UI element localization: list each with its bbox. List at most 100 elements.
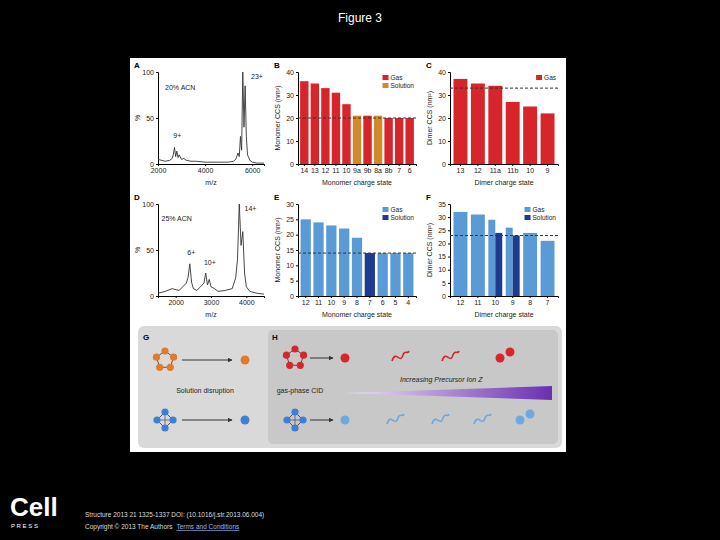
bar: [300, 81, 308, 164]
bar: [384, 118, 392, 164]
panel-letter: C: [426, 61, 432, 70]
tick: 50: [146, 115, 158, 122]
diagram-text: Increasing Precursor Ion Z: [400, 376, 483, 384]
axis-line: [448, 73, 451, 165]
tick-label: 12: [302, 299, 310, 306]
tick-label: 0: [442, 293, 446, 300]
tick-mark: [530, 296, 531, 298]
tick-label: 11: [315, 299, 322, 306]
subunit: [297, 362, 304, 369]
tick-mark: [296, 235, 298, 236]
tick-mark: [176, 296, 177, 298]
reference-line: [298, 253, 416, 254]
legend-label: Gas: [533, 206, 546, 213]
subunit: [241, 416, 250, 425]
x-axis: 131211a11b109: [451, 164, 559, 174]
tick-mark: [512, 296, 513, 298]
tick: 25: [438, 227, 450, 234]
tick: 8a: [374, 164, 382, 174]
tick-mark: [335, 164, 336, 166]
reference-line: [450, 88, 558, 89]
tick-mark: [448, 230, 450, 231]
tick-label: 25: [438, 227, 446, 234]
unfolded-chain: [392, 351, 409, 361]
tick-label: 0: [150, 293, 154, 300]
tick-label: 30: [286, 92, 294, 99]
tick: 11: [315, 296, 322, 306]
tick-label: 20: [286, 115, 294, 122]
tick-mark: [495, 296, 496, 298]
axis-line: [299, 165, 417, 167]
tick-mark: [156, 118, 158, 119]
bar: [321, 88, 329, 164]
legend-label: Solution: [533, 214, 557, 221]
tick: 0: [442, 293, 450, 300]
tick-label: 10: [286, 138, 294, 145]
subunit: [516, 416, 525, 425]
legend-label: Gas: [391, 74, 404, 81]
tick-mark: [448, 95, 450, 96]
legend-label: Solution: [391, 82, 415, 89]
tick: 30: [438, 92, 450, 99]
bar: [495, 233, 502, 296]
panel: F12111098705101520253035GasSolutionDimer…: [426, 193, 559, 319]
tick-mark: [448, 257, 450, 258]
annotation: 25% ACN: [162, 215, 192, 222]
tick-mark: [448, 283, 450, 284]
tick: 30: [286, 201, 298, 208]
panel: D20003000400005010025% ACN14+6+10+m/z%: [134, 193, 265, 318]
subunit: [341, 354, 350, 363]
panel: B14131211109a9b8a8b76010203040GasSolutio…: [274, 61, 417, 187]
annotation: 10+: [204, 259, 216, 266]
x-axis-title: Dimer charge state: [474, 179, 533, 187]
tick-mark: [156, 72, 158, 73]
complex-icon: [283, 408, 306, 431]
legend-swatch: [383, 75, 389, 80]
tick-label: 40: [438, 69, 446, 76]
subunit: [496, 354, 505, 363]
tick: 12: [321, 164, 329, 174]
tick-label: 13: [457, 167, 465, 174]
subunit: [161, 347, 168, 354]
tick-label: 0: [290, 293, 294, 300]
tick-label: 6: [381, 299, 385, 306]
tick-mark: [547, 164, 548, 166]
tick-label: 13: [311, 167, 319, 174]
tick-label: 4000: [239, 299, 255, 306]
terms-link[interactable]: Terms and Conditions: [176, 523, 240, 530]
marks: [450, 79, 558, 164]
tick-mark: [211, 296, 212, 298]
tick-mark: [314, 164, 315, 166]
x-axis-title: Dimer charge state: [474, 311, 533, 319]
unfolded-chain: [387, 414, 404, 424]
tick: 50: [146, 247, 158, 254]
bar: [488, 86, 502, 164]
tick-label: 11b: [507, 167, 518, 174]
axis-line: [159, 165, 265, 167]
tick-label: 8: [355, 299, 359, 306]
tick-label: 8a: [374, 167, 382, 174]
tick: 9a: [353, 164, 361, 174]
y-axis: 050100: [142, 69, 158, 168]
tick: 40: [286, 69, 298, 76]
tick-label: 5: [394, 299, 398, 306]
tick: 20: [438, 115, 450, 122]
tick-label: 0: [150, 161, 154, 168]
bar: [453, 212, 467, 296]
tick-mark: [156, 296, 158, 297]
marks: [158, 72, 264, 163]
tick-mark: [477, 296, 478, 298]
tick-label: 2000: [168, 299, 184, 306]
tick: 20: [286, 115, 298, 122]
tick-label: 9: [546, 167, 550, 174]
tick-mark: [156, 204, 158, 205]
tick-label: 8b: [385, 167, 393, 174]
tick-mark: [378, 164, 379, 166]
tick: 15: [286, 247, 298, 254]
tick-mark: [304, 164, 305, 166]
tick: 100: [142, 201, 158, 208]
tick-label: 7: [397, 167, 401, 174]
subunit: [299, 416, 306, 423]
bar: [471, 215, 485, 296]
citation: Structure 2013 21 1325-1337 DOI: (10.101…: [85, 511, 264, 519]
